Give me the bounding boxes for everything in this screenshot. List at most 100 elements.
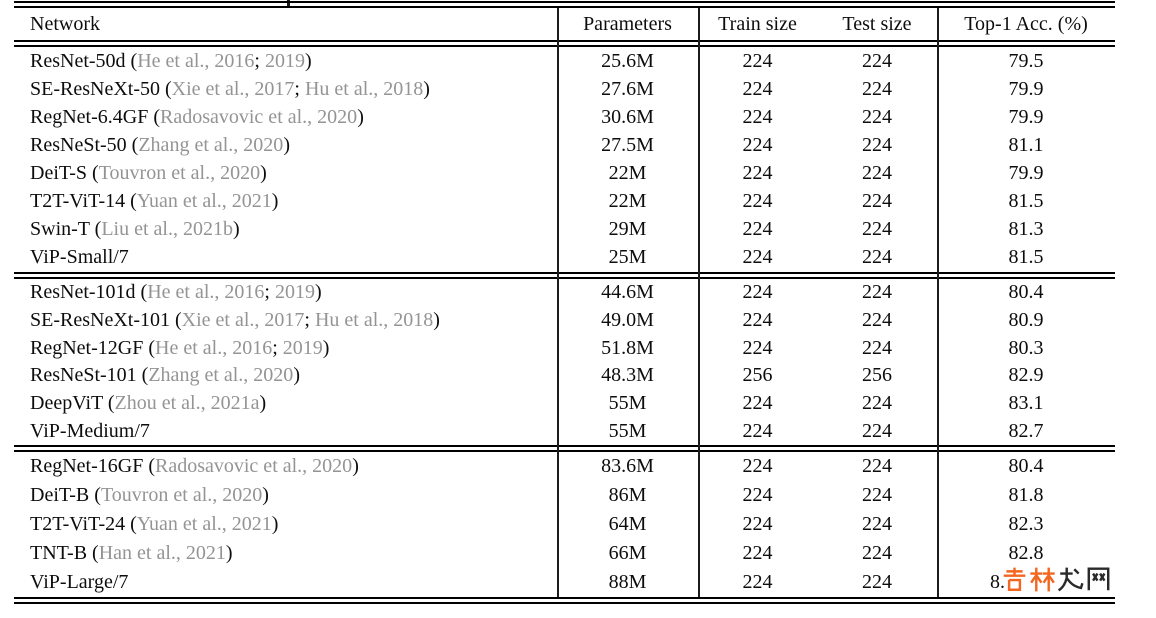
header-test-size: Test size [842,12,912,35]
test-size-cell: 224 [862,77,892,100]
train-size-cell: 224 [742,571,773,593]
top1-acc-cell: 81.1 [1008,133,1044,156]
network-name: RegNet-6.4GF [30,105,149,128]
network-name: SE-ResNeXt-101 [30,308,170,331]
top1-acc-cell: 80.3 [1008,336,1044,359]
train-size-cell: 224 [742,391,773,414]
network-cell: RegNet-12GF (He et al., 2016; 2019) [14,337,557,360]
test-size-cell: 224 [862,419,892,442]
train-size-cell: 224 [742,419,773,442]
citation-segment: He et al., 2016 [155,336,273,359]
citation: (He et al., 2016; 2019) [143,336,330,359]
network-cell: DeiT-S (Touvron et al., 2020) [14,162,557,185]
citation-segment: Hu et al., 2018 [304,77,424,100]
network-cell: SE-ResNeXt-50 (Xie et al., 2017; Hu et a… [14,78,557,101]
train-size-cell: 224 [742,190,773,213]
test-size-cell: 256 [862,364,892,387]
column-separator-3 [937,8,939,597]
parameters-cell: 66M [608,542,647,564]
network-cell: TNT-B (Han et al., 2021) [14,542,557,565]
rule-top [14,1,1115,8]
network-name: T2T-ViT-24 [30,513,126,535]
citation-segment: 2019 [282,336,323,359]
train-size-cell: 256 [742,364,773,387]
parameters-cell: 22M [608,162,647,185]
watermark-char-ji-icon [1001,565,1028,594]
train-size-cell: 224 [742,336,773,359]
header-train-size: Train size [718,12,797,35]
watermark-char-wang-icon [1085,565,1112,594]
test-size-cell: 224 [862,105,892,128]
parameters-cell: 25.6M [601,49,654,72]
train-size-cell: 224 [742,455,773,477]
network-name: ResNet-101d [30,281,136,304]
citation: (Touvron et al., 2020) [89,484,269,506]
citation-segment: Zhang et al., 2020 [138,133,284,156]
network-name: DeepViT [30,391,103,414]
table-row: DeiT-B (Touvron et al., 2020) 86M 224 224 81… [14,481,1115,510]
table-group-1: ResNet-50d (He et al., 2016; 2019) 25.6M 2… [14,47,1115,272]
top1-acc-cell: 79.9 [1008,77,1044,100]
cropped-caption-remnant [287,0,290,6]
test-size-cell: 224 [862,336,892,359]
citation-segment: Xie et al., 2017 [171,77,295,100]
site-watermark: 吉林 龙网 [1001,565,1112,594]
train-size-cell: 224 [742,49,773,72]
network-name: ResNeSt-101 [30,364,137,387]
network-cell: DeepViT (Zhou et al., 2021a) [14,392,557,415]
test-size-cell: 224 [862,308,892,331]
top1-acc-cell: 83.1 [1008,391,1044,414]
table-row: RegNet-12GF (He et al., 2016; 2019) 51.8M… [14,334,1115,362]
train-size-cell: 224 [742,246,773,269]
citation: (He et al., 2016; 2019) [125,49,312,72]
network-name: TNT-B [30,542,88,564]
parameters-cell: 88M [608,571,647,593]
citation-segment: Zhou et al., 2021a [114,391,260,414]
test-size-cell: 224 [862,190,892,213]
parameters-cell: 30.6M [601,105,654,128]
watermark-char-lin-icon [1029,565,1056,594]
network-cell: DeiT-B (Touvron et al., 2020) [14,484,557,507]
network-cell: RegNet-16GF (Radosavovic et al., 2020) [14,455,557,478]
parameters-cell: 55M [608,419,647,442]
header-parameters: Parameters [583,12,672,35]
citation-segment: He et al., 2016 [147,281,265,304]
train-size-cell: 224 [742,542,773,564]
network-name: Swin-T [30,218,90,241]
top1-acc-cell: 79.9 [1008,105,1044,128]
train-size-cell: 224 [742,484,773,506]
citation-segment: Han et al., 2021 [98,542,226,564]
citation: (Radosavovic et al., 2020) [148,105,364,128]
network-cell: ViP-Small/7 [14,246,557,269]
rule-group-separator-2 [14,445,1115,452]
table-group-2: ResNet-101d (He et al., 2016; 2019) 44.6M… [14,279,1115,445]
network-cell: SE-ResNeXt-101 (Xie et al., 2017; Hu et … [14,309,557,332]
table-group-3: RegNet-16GF (Radosavovic et al., 2020) 83… [14,452,1115,597]
top1-acc-cell: 82.8 [1008,542,1044,564]
network-cell: T2T-ViT-24 (Yuan et al., 2021) [14,513,557,536]
top1-acc-cell: 82.7 [1008,419,1044,442]
citation: (Liu et al., 2021b) [89,218,240,241]
parameters-cell: 64M [608,513,647,535]
citation: (Yuan et al., 2021) [125,513,279,535]
network-cell: RegNet-6.4GF (Radosavovic et al., 2020) [14,106,557,129]
citation: (Zhou et al., 2021a) [102,391,267,414]
citation-segment: Radosavovic et al., 2020 [155,455,353,477]
test-size-cell: 224 [862,391,892,414]
citation-segment: Yuan et al., 2021 [136,190,272,213]
citation: (Yuan et al., 2021) [125,190,279,213]
parameters-cell: 51.8M [601,336,654,359]
network-name: ViP-Large/7 [30,571,129,593]
parameters-cell: 22M [608,190,647,213]
test-size-cell: 224 [862,246,892,269]
test-size-cell: 224 [862,281,892,304]
parameters-cell: 83.6M [601,455,654,477]
top1-acc-cell: 81.5 [1008,190,1044,213]
citation: (Xie et al., 2017; Hu et al., 2018) [169,308,440,331]
train-size-cell: 224 [742,162,773,185]
test-size-cell: 224 [862,513,892,535]
citation: (Han et al., 2021) [87,542,233,564]
network-cell: ResNet-101d (He et al., 2016; 2019) [14,281,557,304]
citation-segment: Liu et al., 2021b [101,218,233,241]
citation-segment: Touvron et al., 2020 [100,484,263,506]
